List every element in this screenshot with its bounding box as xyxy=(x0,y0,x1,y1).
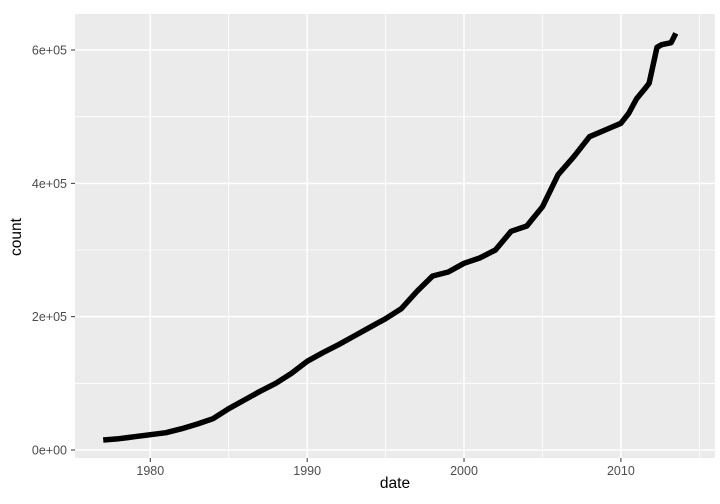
plot-panel xyxy=(75,14,715,458)
y-tick-label: 2e+05 xyxy=(32,310,67,324)
x-tick-label: 1980 xyxy=(136,464,164,478)
x-tick-label: 2000 xyxy=(450,464,478,478)
data-line-count xyxy=(102,32,679,443)
x-tick-label: 1990 xyxy=(293,464,321,478)
y-axis-title: count xyxy=(8,218,25,256)
y-tick-label: 6e+05 xyxy=(32,44,67,58)
y-tick-label: 4e+05 xyxy=(32,177,67,191)
x-tick-label: 2010 xyxy=(607,464,635,478)
y-tick-label: 0e+00 xyxy=(32,444,67,458)
x-axis-title: date xyxy=(379,475,411,492)
